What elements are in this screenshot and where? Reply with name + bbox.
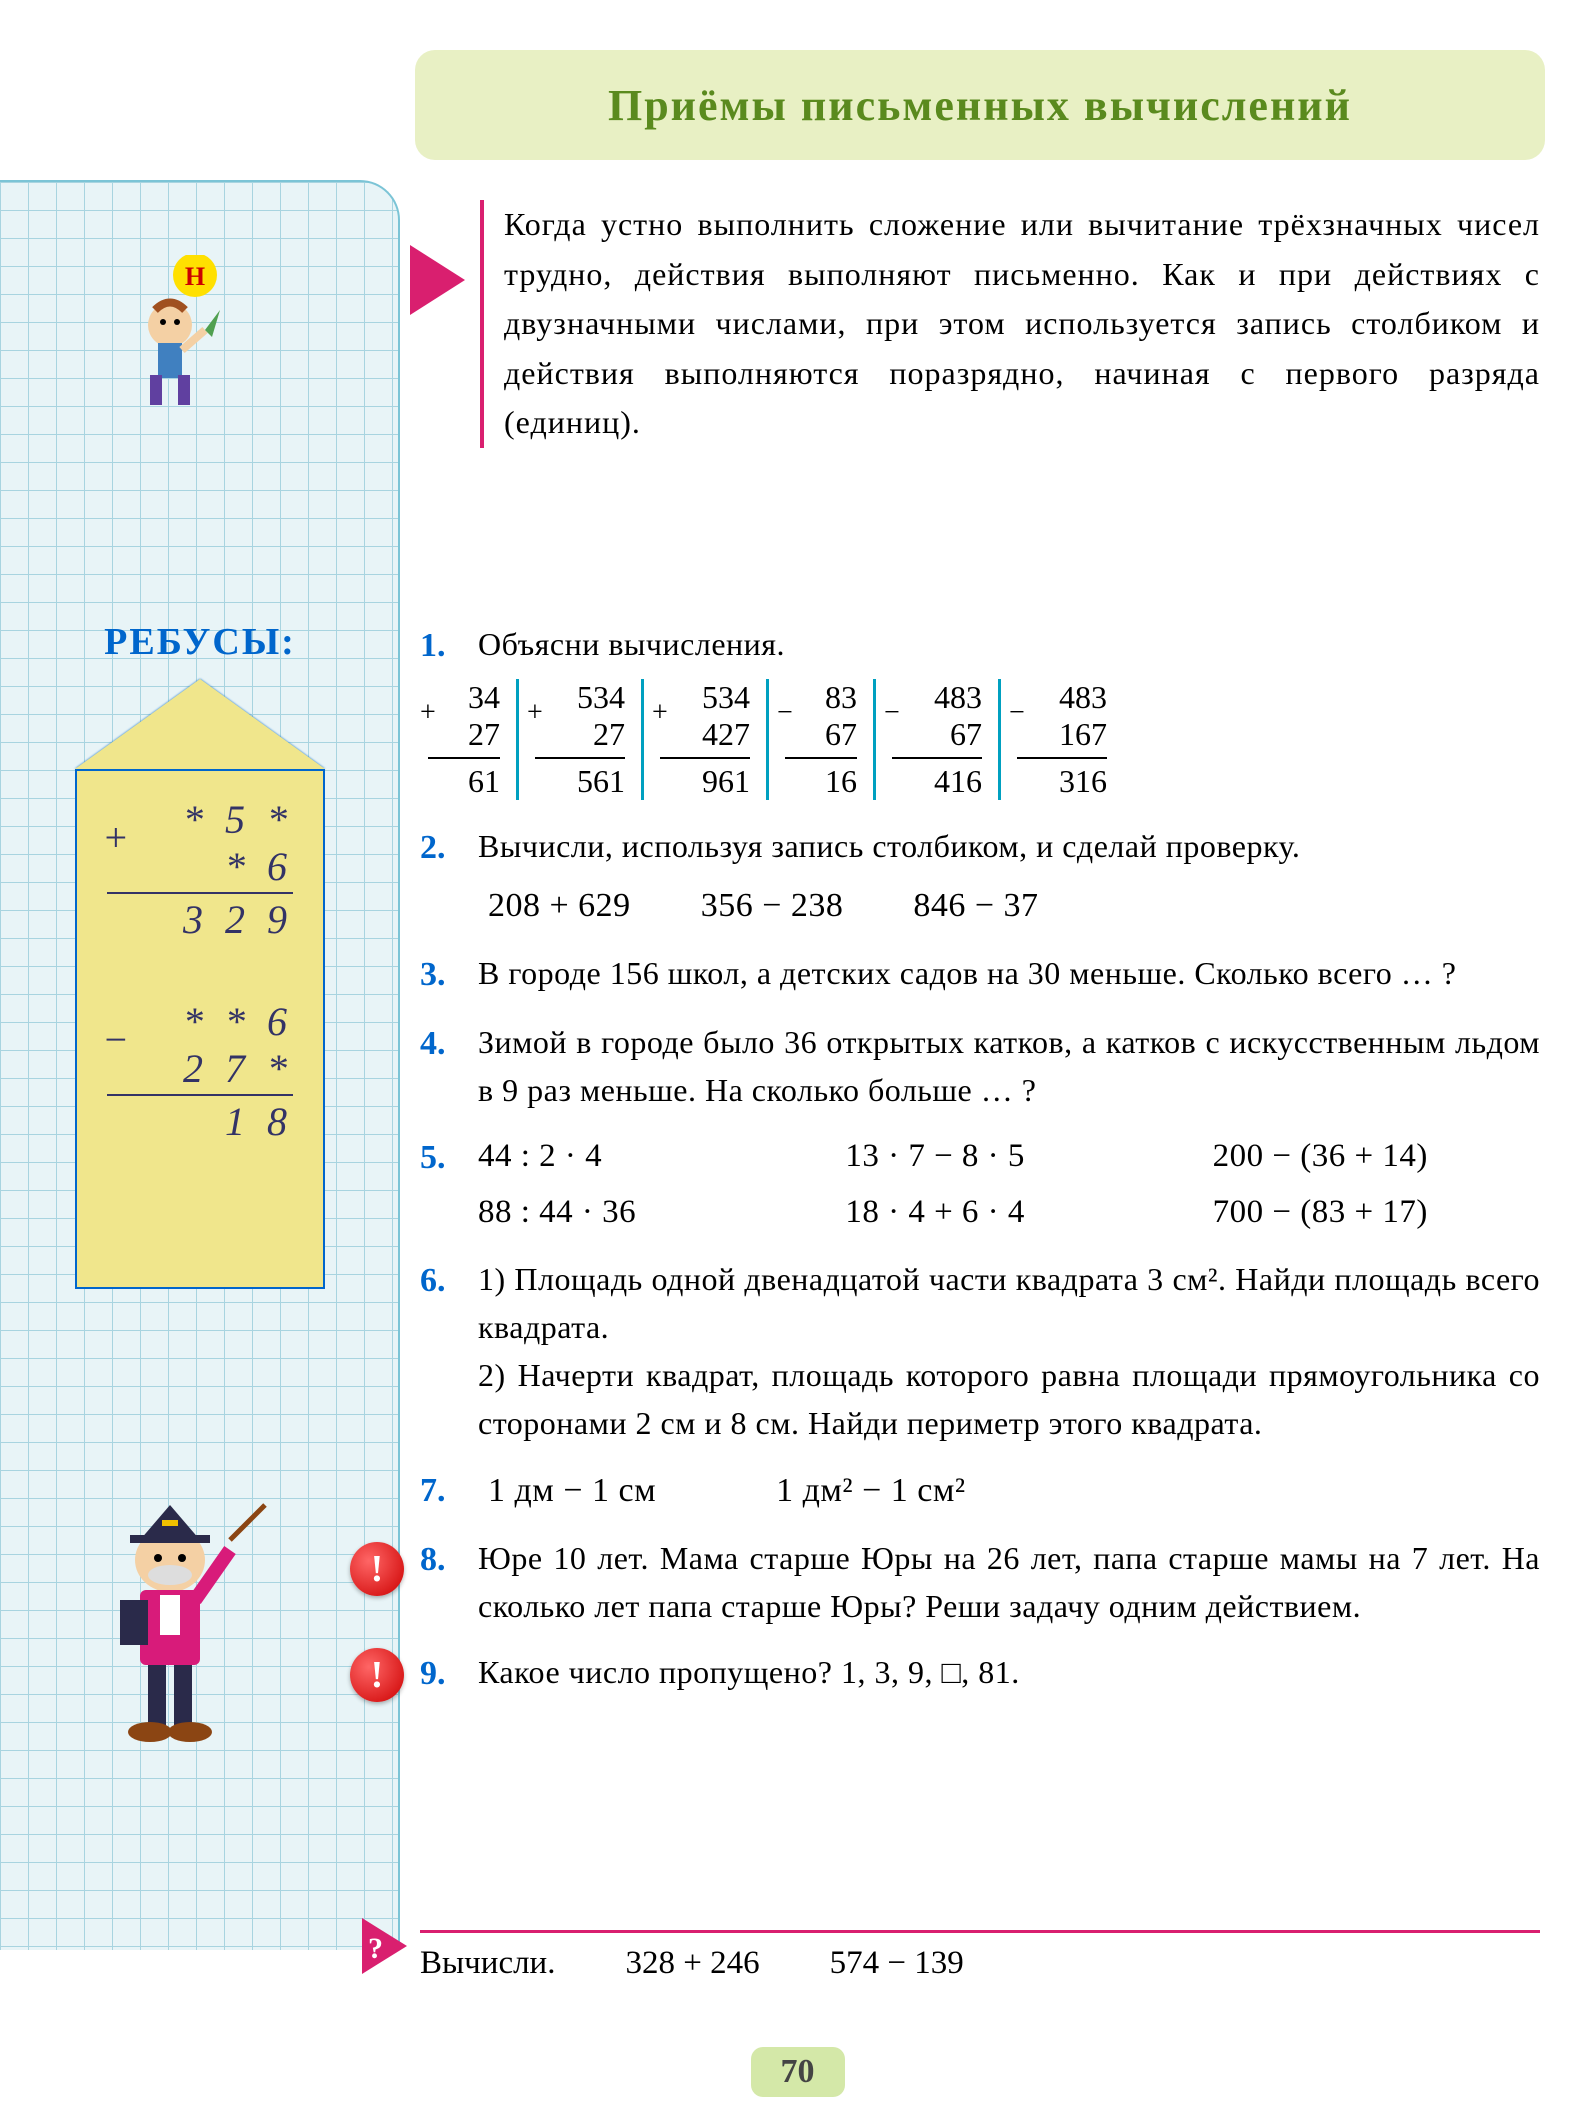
exercise-1-calcs: +342761 +53427561 +534427961 −836716 −48… (420, 679, 1540, 800)
professor-illustration (90, 1500, 270, 1765)
footer-label: Вычисли. (420, 1945, 555, 1982)
exercise-9-text: Какое число пропущено? 1, 3, 9, □, 81. (478, 1648, 1540, 1699)
lesson-title: Приёмы письменных вычислений (608, 80, 1352, 131)
rebus-2: − * * 6 2 7 * 1 8 (107, 998, 293, 1145)
rebusy-heading: РЕБУСЫ: (40, 620, 360, 664)
rebus-1: + * 5 * * 6 3 2 9 (107, 796, 293, 943)
pointer-triangle (410, 245, 465, 315)
exclamation-icon: ! (350, 1648, 404, 1702)
rebus-container: + * 5 * * 6 3 2 9 − * * 6 2 7 * 1 8 (75, 679, 325, 1289)
exercise-9: ! 9. Какое число пропущено? 1, 3, 9, □, … (420, 1648, 1540, 1699)
svg-text:Н: Н (185, 262, 205, 291)
exercise-3: 3. В городе 156 школ, а детских садов на… (420, 949, 1540, 1000)
exercise-1: 1. Объясни вычисления. (420, 620, 1540, 671)
page-number: 70 (751, 2047, 845, 2097)
intro-text: Когда устно выполнить сложение или вычит… (504, 200, 1540, 448)
exercise-4-text: Зимой в городе было 36 открытых катков, … (478, 1018, 1540, 1114)
intro-box: Когда устно выполнить сложение или вычит… (480, 200, 1540, 448)
exercise-2-text: Вычисли, используя запись столбиком, и с… (478, 828, 1300, 864)
exercise-2: 2. Вычисли, используя запись столбиком, … (420, 822, 1540, 931)
exercise-1-text: Объясни вычисления. (478, 626, 785, 662)
question-mark-icon: ? (368, 1932, 383, 1966)
lesson-title-box: Приёмы письменных вычислений (415, 50, 1545, 160)
exercise-6-text: 1) Площадь одной двенадцатой части квадр… (478, 1255, 1540, 1447)
student-illustration: Н (120, 255, 250, 420)
exercise-8: ! 8. Юре 10 лет. Мама старше Юры на 26 л… (420, 1534, 1540, 1630)
exclamation-icon: ! (350, 1542, 404, 1596)
exercise-3-text: В городе 156 школ, а детских садов на 30… (478, 949, 1540, 1000)
exercise-5: 5. 44 : 2 · 4 13 · 7 − 8 · 5 200 − (36 +… (420, 1132, 1540, 1237)
exercise-8-text: Юре 10 лет. Мама старше Юры на 26 лет, п… (478, 1534, 1540, 1630)
exercise-4: 4. Зимой в городе было 36 открытых катко… (420, 1018, 1540, 1114)
exercise-7: 7. 1 дм − 1 см 1 дм² − 1 см² (420, 1465, 1540, 1516)
footer-calc: Вычисли. 328 + 246 574 − 139 (420, 1930, 1540, 1982)
exercise-6: 6. 1) Площадь одной двенадцатой части кв… (420, 1255, 1540, 1447)
